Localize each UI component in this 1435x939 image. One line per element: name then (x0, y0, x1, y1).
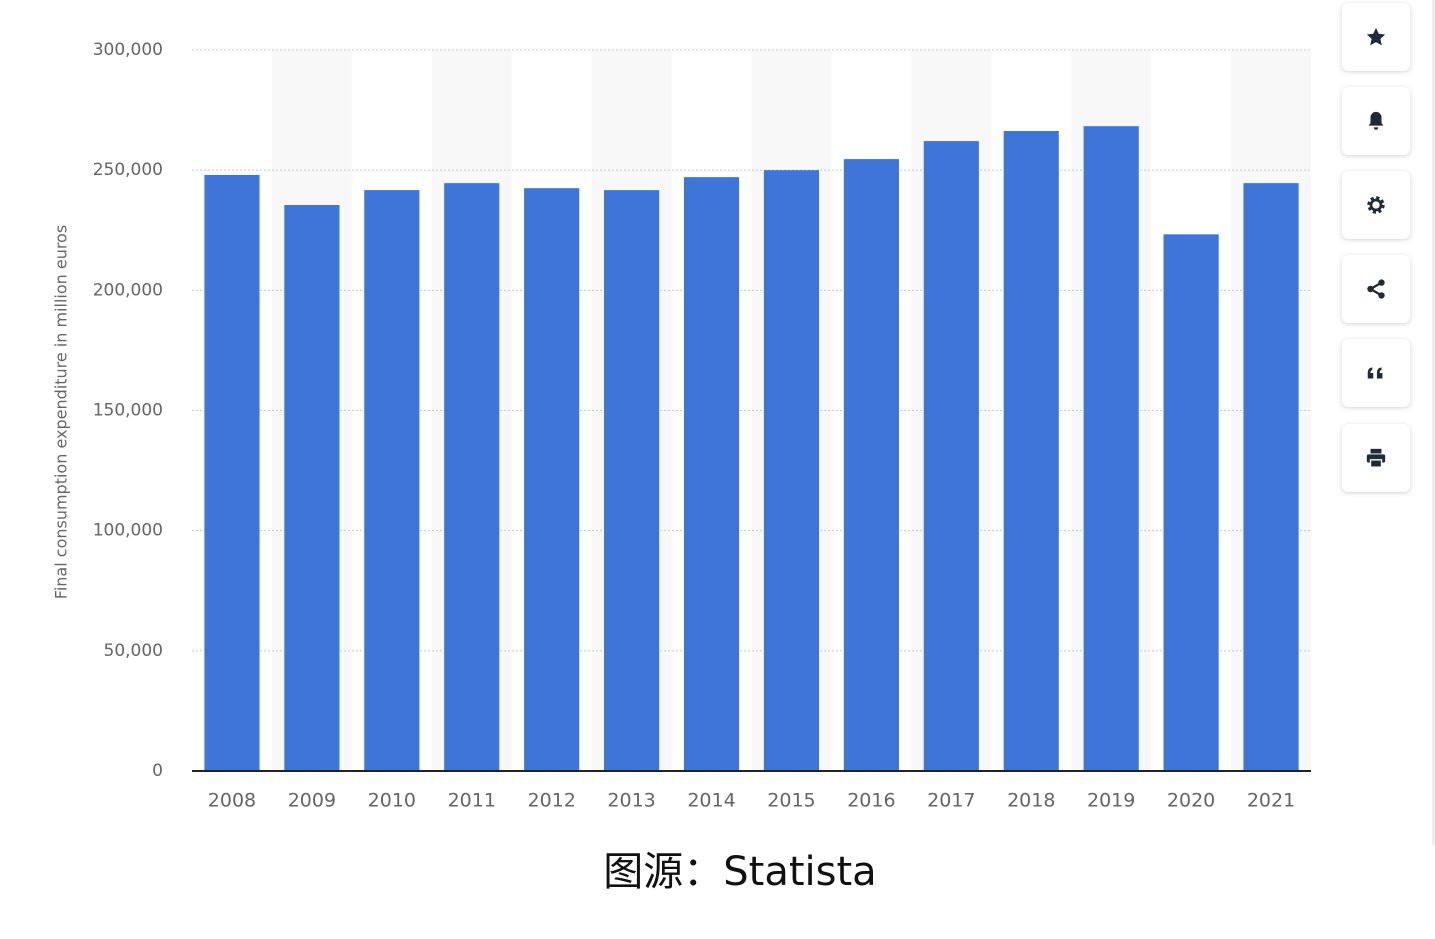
x-tick-label: 2009 (288, 790, 336, 812)
x-tick-label: 2012 (527, 790, 575, 812)
bar (1243, 183, 1299, 772)
settings-button[interactable] (1342, 171, 1410, 239)
x-tick-label: 2020 (1167, 790, 1215, 812)
bar (364, 190, 420, 772)
bar (843, 159, 899, 771)
y-tick-label: 50,000 (104, 641, 163, 661)
print-button[interactable] (1342, 424, 1410, 492)
gear-icon (1367, 196, 1385, 214)
bell-icon (1368, 111, 1384, 130)
print-icon (1366, 448, 1386, 468)
bar (524, 188, 580, 772)
y-tick-label: 0 (152, 761, 163, 781)
y-axis-label: Final consumption expenditure in million… (52, 225, 71, 599)
alert-button[interactable] (1342, 87, 1410, 155)
star-icon (1366, 27, 1386, 46)
x-tick-label: 2008 (208, 790, 256, 812)
x-tick-label: 2019 (1087, 790, 1135, 812)
chart: Final consumption expenditure in million… (52, 40, 1311, 895)
y-tick-label: 200,000 (93, 280, 163, 300)
bar (923, 141, 979, 772)
x-tick-label: 2014 (687, 790, 735, 812)
y-tick-label: 100,000 (93, 521, 163, 541)
bar (1003, 130, 1059, 772)
bar (763, 170, 820, 771)
x-tick-label: 2011 (448, 790, 496, 812)
bar (1083, 126, 1139, 771)
x-tick-label: 2016 (847, 790, 895, 812)
x-tick-label: 2018 (1007, 790, 1055, 812)
y-tick-label: 300,000 (93, 40, 163, 60)
bar (1163, 234, 1219, 771)
bar (284, 205, 340, 771)
x-tick-label: 2013 (607, 790, 655, 812)
favorite-button[interactable] (1342, 3, 1410, 71)
x-tick-label: 2015 (767, 790, 815, 812)
caption: 图源：Statista (603, 849, 876, 895)
bar (604, 190, 660, 772)
bar (204, 174, 260, 771)
bar (444, 183, 500, 772)
x-tick-label: 2021 (1247, 790, 1295, 812)
share-button[interactable] (1342, 255, 1410, 323)
x-tick-label: 2017 (927, 790, 975, 812)
x-tick-label: 2010 (368, 790, 416, 812)
panel-edge (1432, 0, 1435, 845)
share-icon (1367, 279, 1385, 299)
quote-icon (1367, 367, 1383, 379)
cite-button[interactable] (1342, 339, 1410, 407)
y-tick-label: 150,000 (93, 401, 163, 421)
bar (683, 177, 740, 771)
y-tick-label: 250,000 (93, 160, 163, 180)
